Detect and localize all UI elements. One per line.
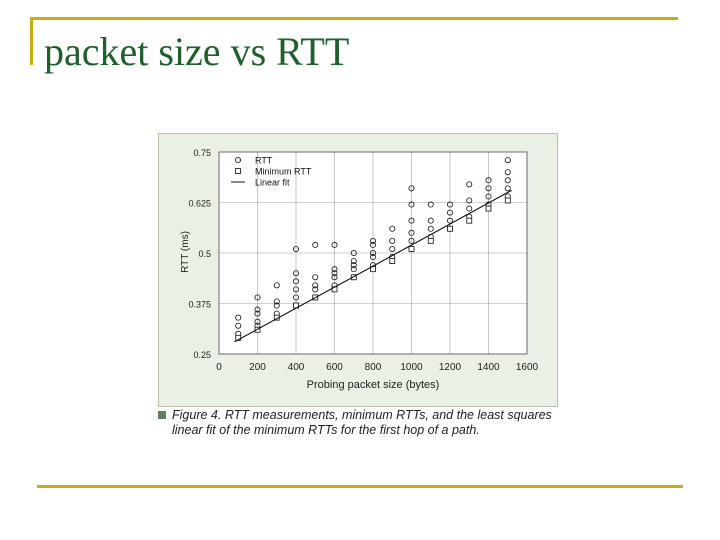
rtt-point [254, 310, 261, 317]
min-rtt-point [485, 205, 492, 212]
caption-label: Figure 4. [172, 408, 222, 422]
rtt-point [350, 249, 357, 256]
tick-labels: 0 200 400 600 800 1000 1200 1400 1600 0.25 0.375 0.… [188, 148, 538, 373]
rtt-point [466, 181, 473, 188]
y-tick-label: 0.25 [193, 350, 211, 360]
rtt-point [446, 201, 453, 208]
min-rtt-point [466, 217, 473, 224]
rtt-point [485, 185, 492, 192]
rtt-point [446, 217, 453, 224]
caption-bullet [158, 411, 166, 419]
rtt-point [427, 225, 434, 232]
rtt-point [273, 302, 280, 309]
rtt-point [292, 294, 299, 301]
rtt-point [312, 282, 319, 289]
x-tick-label: 800 [365, 362, 382, 373]
y-tick-label: 0.375 [188, 300, 211, 310]
x-tick-label: 400 [288, 362, 305, 373]
rtt-point [350, 262, 357, 269]
rtt-point [427, 201, 434, 208]
min-rtt-point [427, 237, 434, 244]
y-axis-label: RTT (ms) [180, 231, 191, 273]
rtt-point [292, 270, 299, 277]
rtt-point [292, 286, 299, 293]
rtt-point [350, 266, 357, 273]
rtt-point [331, 266, 338, 273]
axes [218, 151, 528, 355]
grid [218, 151, 528, 355]
rtt-point [292, 278, 299, 285]
left-accent-rule [30, 17, 33, 65]
min-rtt-point [408, 246, 415, 252]
x-tick-label: 1600 [516, 362, 539, 373]
linear-fit-line [234, 189, 512, 343]
rtt-point [292, 245, 299, 252]
rtt-point [427, 217, 434, 224]
rtt-point [389, 245, 396, 252]
rtt-point [408, 185, 415, 192]
rtt-point [408, 237, 415, 244]
rtt-point [504, 185, 511, 192]
rtt-point [485, 193, 492, 200]
top-accent-rule [30, 17, 678, 20]
bottom-accent-rule [37, 485, 683, 488]
rtt-point [446, 209, 453, 216]
x-tick-label: 200 [249, 362, 266, 373]
rtt-point [369, 237, 376, 244]
rtt-point [273, 282, 280, 289]
rtt-point [312, 241, 319, 248]
rtt-point [235, 314, 242, 321]
legend-square-symbol [235, 168, 241, 174]
rtt-point [408, 201, 415, 208]
figure-caption: Figure 4. RTT measurements, minimum RTTs… [172, 408, 552, 438]
rtt-point [350, 258, 357, 265]
data-marks [234, 157, 512, 343]
rtt-point [369, 241, 376, 248]
rtt-point [235, 322, 242, 329]
rtt-point [254, 294, 261, 301]
rtt-point [254, 306, 261, 313]
rtt-point [389, 237, 396, 244]
rtt-point [504, 177, 511, 184]
rtt-point [408, 217, 415, 224]
rtt-point [408, 229, 415, 236]
legend-circle-symbol [234, 156, 241, 163]
rtt-point [312, 274, 319, 281]
rtt-point [369, 249, 376, 256]
min-rtt-point [447, 225, 453, 232]
legend-entry-label: RTT [255, 156, 273, 166]
rtt-point [504, 157, 511, 164]
rtt-point [331, 241, 338, 248]
rtt-point [369, 254, 376, 261]
y-tick-label: 0.5 [198, 249, 211, 259]
rtt-point [312, 286, 319, 293]
slide-title: packet size vs RTT [44, 29, 350, 74]
y-tick-label: 0.75 [193, 148, 211, 158]
x-tick-label: 600 [326, 362, 343, 373]
caption-text: RTT measurements, minimum RTTs, and the … [172, 408, 552, 437]
rtt-point [331, 274, 338, 281]
y-tick-label: 0.625 [188, 199, 211, 209]
plot-frame [218, 151, 528, 355]
min-rtt-point [389, 258, 396, 264]
legend-entry-label: Linear fit [255, 178, 290, 188]
rtt-point [466, 197, 473, 204]
rtt-point [466, 205, 473, 212]
min-rtt-point [504, 197, 511, 204]
rtt-point [389, 225, 396, 232]
legend-entry-label: Minimum RTT [255, 167, 312, 177]
x-tick-label: 0 [216, 362, 222, 373]
x-tick-label: 1200 [439, 362, 462, 373]
x-tick-label: 1400 [477, 362, 500, 373]
rtt-point [485, 177, 492, 184]
rtt-point [331, 270, 338, 277]
rtt-point [273, 298, 280, 305]
x-tick-label: 1000 [400, 362, 423, 373]
x-axis-label: Probing packet size (bytes) [307, 379, 440, 391]
rtt-point [254, 318, 261, 325]
rtt-point [504, 169, 511, 176]
